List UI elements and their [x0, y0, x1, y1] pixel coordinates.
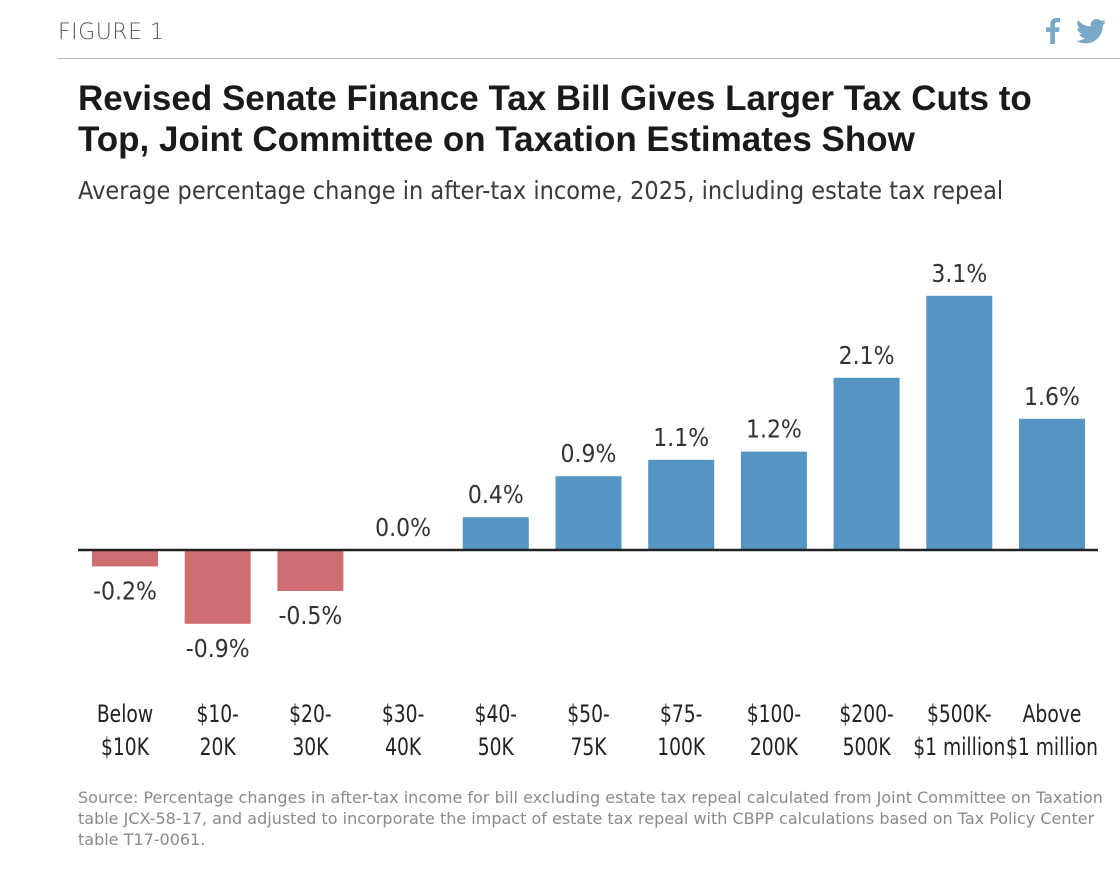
- bar-0: [92, 550, 158, 567]
- category-label-2-1: 30K: [292, 734, 329, 762]
- header-divider: [58, 58, 1120, 59]
- source-note: Source: Percentage changes in after-tax …: [78, 788, 1103, 849]
- chart-subtitle: Average percentage change in after-tax i…: [78, 176, 1004, 205]
- value-label-5: 0.9%: [561, 439, 617, 469]
- bar-8: [833, 377, 900, 550]
- bar-10: [1019, 418, 1085, 550]
- figure-label: FIGURE 1: [58, 20, 165, 45]
- category-label-7-1: 200K: [750, 734, 799, 762]
- bar-5: [555, 476, 622, 550]
- category-label-7-0: $100-: [747, 701, 801, 729]
- category-label-2-0: $20-: [289, 701, 331, 729]
- category-label-1-1: 20K: [200, 734, 237, 762]
- value-label-7: 1.2%: [746, 414, 802, 444]
- category-label-10-0: Above: [1023, 701, 1082, 729]
- facebook-icon[interactable]: [1046, 18, 1060, 44]
- twitter-icon[interactable]: [1076, 18, 1106, 44]
- category-label-9-1: $1 million: [913, 734, 1005, 762]
- category-label-4-1: 50K: [478, 734, 515, 762]
- value-label-6: 1.1%: [653, 422, 709, 452]
- category-label-3-1: 40K: [385, 734, 422, 762]
- bar-6: [648, 459, 715, 550]
- category-label-9-0: $500K-: [927, 701, 992, 729]
- category-label-8-1: 500K: [843, 734, 892, 762]
- category-label-6-0: $75-: [660, 701, 702, 729]
- share-bar: [1046, 18, 1106, 44]
- category-label-1-0: $10-: [196, 701, 238, 729]
- bar-9: [926, 295, 993, 550]
- value-label-9: 3.1%: [931, 258, 987, 288]
- bar-4: [462, 517, 529, 550]
- value-label-3: 0.0%: [375, 513, 431, 543]
- value-label-8: 2.1%: [839, 340, 895, 370]
- value-label-2: -0.5%: [279, 601, 343, 631]
- category-label-4-0: $40-: [475, 701, 517, 729]
- category-label-0-1: $10K: [101, 734, 150, 762]
- category-label-5-1: 75K: [570, 734, 607, 762]
- category-label-8-0: $200-: [839, 701, 893, 729]
- bar-7: [740, 451, 807, 550]
- value-label-1: -0.9%: [186, 633, 250, 663]
- category-label-5-0: $50-: [567, 701, 609, 729]
- bar-2: [277, 550, 344, 591]
- chart-title: Revised Senate Finance Tax Bill Gives La…: [78, 79, 1032, 159]
- category-label-0-0: Below: [97, 701, 153, 729]
- value-label-4: 0.4%: [468, 480, 524, 510]
- value-label-10: 1.6%: [1024, 381, 1080, 411]
- category-label-10-1: $1 million: [1006, 734, 1098, 762]
- category-label-3-0: $30-: [382, 701, 424, 729]
- category-label-6-1: 100K: [657, 734, 706, 762]
- value-label-0: -0.2%: [93, 576, 157, 606]
- bar-1: [184, 550, 251, 624]
